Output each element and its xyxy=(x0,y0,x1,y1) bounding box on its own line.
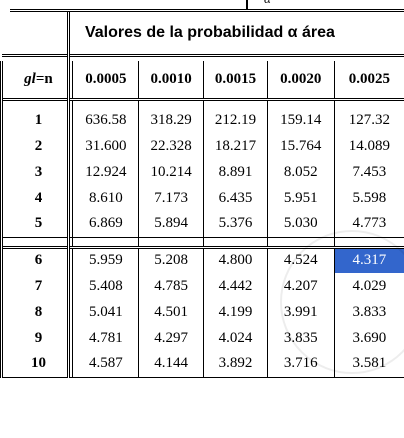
table-cell[interactable]: 5.408 xyxy=(72,273,139,299)
table-cell[interactable]: 4.781 xyxy=(72,325,139,351)
table-cell[interactable]: 8.891 xyxy=(203,159,268,185)
table-cell[interactable]: 5.598 xyxy=(333,185,404,211)
table-cell[interactable]: 7.453 xyxy=(333,159,404,185)
table-cell[interactable]: 212.19 xyxy=(203,107,268,133)
table-row: 4 8.610 7.173 6.435 5.951 5.598 xyxy=(0,185,404,211)
table-row: 8 5.041 4.501 4.199 3.991 3.833 xyxy=(0,299,404,325)
row-index: 5 xyxy=(10,211,68,238)
row-index: 3 xyxy=(34,163,43,180)
table-cell[interactable]: 5.894 xyxy=(138,211,204,238)
table-cell[interactable]: 5.041 xyxy=(72,299,139,325)
table-cell[interactable]: 10.214 xyxy=(138,159,204,185)
t-distribution-table: Valores de la probabilidad α área gl=n 0… xyxy=(0,8,404,378)
row-index: 10 xyxy=(10,351,68,378)
table-cell[interactable]: 127.32 xyxy=(333,107,404,133)
table-cell[interactable]: 4.587 xyxy=(72,351,139,378)
table-cell[interactable]: 5.208 xyxy=(138,245,204,273)
col-header-4: 0.0025 xyxy=(333,61,404,99)
table-cell[interactable]: 5.376 xyxy=(203,211,268,238)
header-title: Valores de la probabilidad α área xyxy=(72,8,404,55)
table-cell[interactable]: 3.581 xyxy=(333,351,404,378)
table-row: 10 4.587 4.144 3.892 3.716 3.581 xyxy=(0,351,404,378)
table-cell[interactable]: 15.764 xyxy=(266,133,335,159)
table-cell[interactable]: 3.991 xyxy=(266,299,335,325)
row-index: 4 xyxy=(34,189,43,206)
table-cell[interactable]: 4.207 xyxy=(266,273,335,299)
table-row: 9 4.781 4.297 4.024 3.835 3.690 xyxy=(0,325,404,351)
row-index: 8 xyxy=(34,303,43,320)
table-cell[interactable]: 3.892 xyxy=(203,351,268,378)
selected-cell[interactable]: 4.317 xyxy=(333,245,404,273)
table-cell[interactable]: 3.835 xyxy=(266,325,335,351)
table-cell[interactable]: 4.800 xyxy=(203,245,268,273)
col-header-3: 0.0020 xyxy=(266,61,335,99)
col-header-0: 0.0005 xyxy=(72,61,139,99)
column-header-row: gl=n 0.0005 0.0010 0.0015 0.0020 0.0025 xyxy=(0,61,404,99)
table-row: 3 12.924 10.214 8.891 8.052 7.453 xyxy=(0,159,404,185)
table-cell[interactable]: 31.600 xyxy=(72,133,139,159)
table-cell[interactable]: 4.773 xyxy=(333,211,404,238)
row-index: 6 xyxy=(10,245,68,273)
table-cell[interactable]: 7.173 xyxy=(138,185,204,211)
table-cell[interactable]: 6.869 xyxy=(72,211,139,238)
gl-label: gl xyxy=(24,70,36,87)
row-index: 2 xyxy=(34,137,43,154)
table-row: 2 31.600 22.328 18.217 15.764 14.089 xyxy=(0,133,404,159)
table-cell[interactable]: 3.716 xyxy=(266,351,335,378)
alpha-marker-line xyxy=(246,0,248,10)
table-cell[interactable]: 4.442 xyxy=(203,273,268,299)
col-header-1: 0.0010 xyxy=(138,61,204,99)
table-cell[interactable]: 22.328 xyxy=(138,133,204,159)
table-cell[interactable]: 4.524 xyxy=(266,245,335,273)
table-cell[interactable]: 318.29 xyxy=(138,107,204,133)
col-header-2: 0.0015 xyxy=(203,61,268,99)
gl-suffix: =n xyxy=(35,70,53,87)
table-cell[interactable]: 4.501 xyxy=(138,299,204,325)
table-cell[interactable]: 5.030 xyxy=(266,211,335,238)
alpha-symbol: α xyxy=(264,0,271,7)
table-cell[interactable]: 4.297 xyxy=(138,325,204,351)
table-row: 1 636.58 318.29 212.19 159.14 127.32 xyxy=(0,107,404,133)
gl-header: gl=n xyxy=(10,61,68,99)
table-cell[interactable]: 8.052 xyxy=(266,159,335,185)
table-cell[interactable]: 6.435 xyxy=(203,185,268,211)
row-index: 7 xyxy=(34,277,43,294)
table-cell[interactable]: 4.024 xyxy=(203,325,268,351)
table-cell[interactable]: 636.58 xyxy=(72,107,139,133)
table-cell[interactable]: 5.951 xyxy=(266,185,335,211)
table-cell[interactable]: 4.199 xyxy=(203,299,268,325)
table-row: 5 6.869 5.894 5.376 5.030 4.773 xyxy=(0,211,404,238)
table-cell[interactable]: 18.217 xyxy=(203,133,268,159)
table-cell[interactable]: 159.14 xyxy=(266,107,335,133)
table-cell[interactable]: 12.924 xyxy=(72,159,139,185)
row-index: 9 xyxy=(34,329,43,346)
table-cell[interactable]: 14.089 xyxy=(333,133,404,159)
table-cell[interactable]: 4.144 xyxy=(138,351,204,378)
table-cell[interactable]: 3.690 xyxy=(333,325,404,351)
table-cell[interactable]: 4.029 xyxy=(333,273,404,299)
table-cell[interactable]: 4.785 xyxy=(138,273,204,299)
table-cell[interactable]: 8.610 xyxy=(72,185,139,211)
table-row: 6 5.959 5.208 4.800 4.524 4.317 xyxy=(0,245,404,273)
table-cell[interactable]: 5.959 xyxy=(72,245,139,273)
table-cell[interactable]: 3.833 xyxy=(333,299,404,325)
table-row: 7 5.408 4.785 4.442 4.207 4.029 xyxy=(0,273,404,299)
row-index: 1 xyxy=(34,111,43,128)
